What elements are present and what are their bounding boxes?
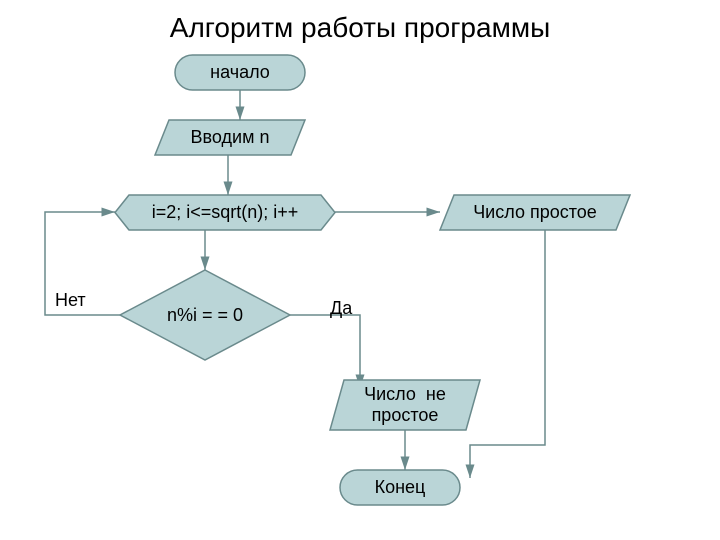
node-label-notprime: Число не простое [330, 380, 480, 430]
node-label-start: начало [175, 55, 305, 90]
edge-label-no: Нет [55, 290, 86, 311]
node-label-end: Конец [340, 470, 460, 505]
node-label-input: Вводим n [155, 120, 305, 155]
edge-decision-notprime [290, 315, 360, 388]
edge-prime-end [470, 230, 545, 478]
node-label-prime: Число простое [440, 195, 630, 230]
node-label-decision: n%i = = 0 [120, 270, 290, 360]
edge-label-yes: Да [330, 298, 352, 319]
node-label-loop: i=2; i<=sqrt(n); i++ [115, 195, 335, 230]
flowchart-canvas [0, 0, 720, 540]
